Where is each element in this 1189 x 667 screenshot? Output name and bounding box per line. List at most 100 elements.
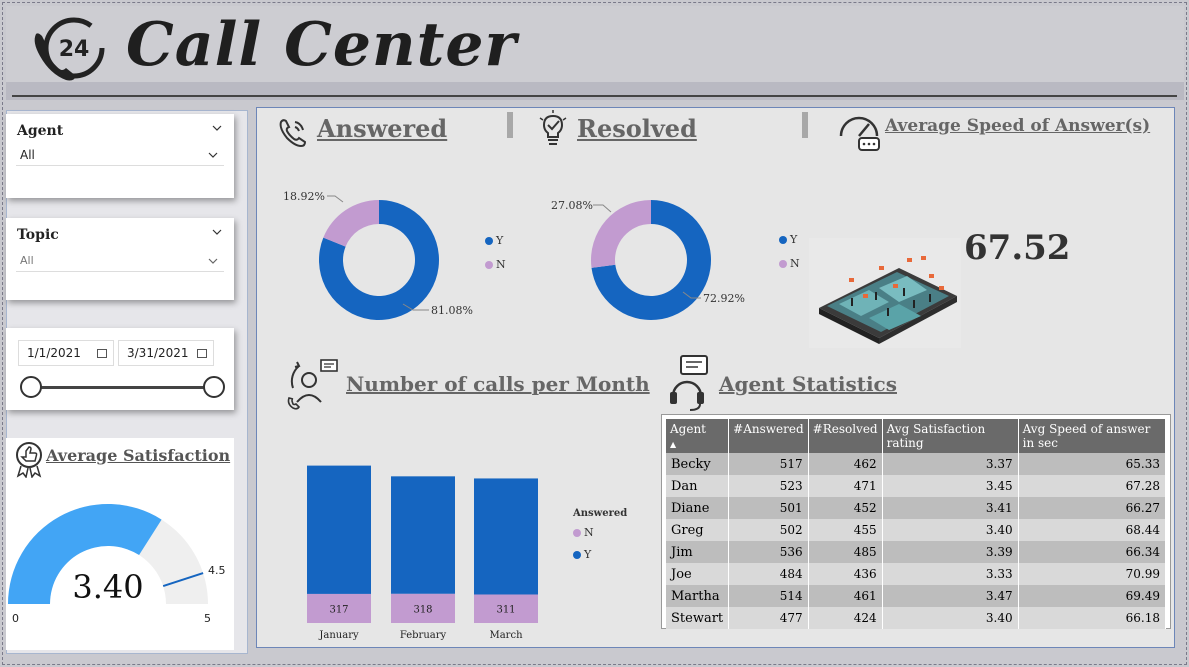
table-row[interactable]: Becky 517 462 3.37 65.33: [666, 453, 1167, 475]
table-cell: 66.34: [1018, 541, 1167, 563]
answered-donut-chart: 81.08% 18.92%: [283, 190, 473, 320]
donut-slice-n[interactable]: [323, 200, 379, 247]
bar-n-february[interactable]: [391, 593, 455, 623]
answered-legend-y[interactable]: Y: [485, 234, 503, 247]
satisfaction-card: Average Satisfaction 3.40 0 5 4.5: [6, 438, 234, 650]
resolved-legend-y[interactable]: Y: [779, 233, 797, 246]
leader-line: [402, 303, 429, 311]
col-agent[interactable]: Agent ▲: [666, 419, 730, 453]
phone-map-illustration: [809, 238, 961, 348]
calendar-icon: [197, 349, 207, 358]
date-range-end-handle[interactable]: [203, 376, 225, 398]
table-row[interactable]: Dan 523 471 3.45 67.28: [666, 475, 1167, 497]
table-header-row: Agent ▲ #Answered #Resolved Avg Satisfact…: [666, 419, 1167, 453]
bar-y-march[interactable]: [474, 478, 538, 595]
table-cell: 536: [728, 541, 809, 563]
bar-value-label: 317: [329, 604, 348, 615]
section-separator: [507, 112, 513, 138]
table-cell: 514: [728, 585, 809, 607]
header-divider: [12, 95, 1177, 97]
resolved-legend-n[interactable]: N: [779, 257, 800, 270]
end-date-value: 3/31/2021: [127, 346, 189, 360]
end-date-input[interactable]: 3/31/2021: [118, 340, 214, 366]
table-cell: 65.33: [1018, 453, 1167, 475]
table-row[interactable]: Stewart 477 424 3.40 66.18: [666, 607, 1167, 629]
date-range-track[interactable]: [31, 386, 221, 389]
table-cell: 484: [728, 563, 809, 585]
month-tick-label: January: [318, 630, 359, 641]
bar-legend-n[interactable]: N: [573, 526, 594, 539]
bar-y-january[interactable]: [307, 465, 371, 594]
donut-value-label: 27.08%: [551, 199, 593, 212]
table-cell: 69.49: [1018, 585, 1167, 607]
gauge-max-label: 5: [204, 612, 211, 625]
agent-name-cell: Jim: [666, 541, 730, 563]
chevron-down-icon: [208, 258, 218, 264]
topic-select[interactable]: All: [16, 250, 224, 272]
col-resolved[interactable]: #Resolved: [808, 419, 883, 453]
date-range-start-handle[interactable]: [20, 376, 42, 398]
legend-label: N: [790, 257, 800, 270]
donut-slice-y[interactable]: [591, 200, 711, 320]
table-row[interactable]: Joe 484 436 3.33 70.99: [666, 563, 1167, 585]
answered-legend-n[interactable]: N: [485, 258, 506, 271]
col-speed[interactable]: Avg Speed of answer in sec: [1018, 419, 1167, 453]
legend-label: N: [496, 258, 506, 271]
header-band: [6, 82, 1184, 100]
agent-name-cell: Greg: [666, 519, 730, 541]
table-cell: 461: [808, 585, 883, 607]
table-cell: 3.45: [882, 475, 1019, 497]
table-cell: 67.28: [1018, 475, 1167, 497]
topic-slicer: Topic All: [6, 218, 234, 300]
sort-ascending-icon: ▲: [670, 440, 677, 449]
topic-slicer-title: Topic: [17, 227, 59, 243]
gauge-target-label: 4.5: [208, 564, 226, 577]
legend-label: Y: [584, 548, 592, 561]
agent-name-cell: Diane: [666, 497, 730, 519]
resolved-donut-chart: 72.92% 27.08%: [551, 199, 745, 320]
table-row[interactable]: Greg 502 455 3.40 68.44: [666, 519, 1167, 541]
agent-select[interactable]: All: [16, 144, 224, 166]
date-slicer: 1/1/2021 3/31/2021: [6, 328, 234, 410]
table-cell: 3.40: [882, 519, 1019, 541]
month-tick-label: March: [489, 630, 523, 641]
bar-n-march[interactable]: [474, 594, 538, 623]
col-satisfaction[interactable]: Avg Satisfaction rating: [882, 419, 1019, 453]
donut-slice-y[interactable]: [319, 200, 439, 320]
headset-chat-icon: [670, 355, 708, 411]
bar-value-label: 318: [413, 604, 432, 615]
legend-dot: [779, 236, 787, 244]
chevron-down-icon[interactable]: [212, 227, 222, 237]
main-panel: Answered Resolved Average Speed of Answe…: [256, 107, 1175, 648]
agent-slicer: Agent All: [6, 114, 234, 198]
start-date-input[interactable]: 1/1/2021: [18, 340, 114, 366]
section-separator: [802, 112, 808, 138]
bar-y-february[interactable]: [391, 476, 455, 594]
table-cell: 3.41: [882, 497, 1019, 519]
table-cell: 3.47: [882, 585, 1019, 607]
gauge-min-label: 0: [12, 612, 19, 625]
bar-legend-y[interactable]: Y: [573, 548, 591, 561]
agent-name-cell: Martha: [666, 585, 730, 607]
donut-slice-n[interactable]: [591, 200, 651, 268]
legend-label: Y: [790, 233, 798, 246]
donut-value-label: 72.92%: [703, 292, 745, 305]
chevron-down-icon[interactable]: [212, 123, 222, 133]
table-cell: 3.37: [882, 453, 1019, 475]
bar-n-january[interactable]: [307, 593, 371, 623]
phone-24-icon: 24: [34, 17, 105, 81]
phone-icon: [279, 119, 307, 148]
table-cell: 462: [808, 453, 883, 475]
app-title: Call Center: [126, 10, 518, 80]
table-row[interactable]: Diane 501 452 3.41 66.27: [666, 497, 1167, 519]
calendar-icon: [97, 349, 107, 358]
table-row[interactable]: Martha 514 461 3.47 69.49: [666, 585, 1167, 607]
topic-select-value: All: [20, 254, 34, 267]
col-answered[interactable]: #Answered: [728, 419, 809, 453]
table-cell: 485: [808, 541, 883, 563]
table-cell: 3.39: [882, 541, 1019, 563]
answered-title: Answered: [317, 114, 448, 143]
table-cell: 424: [808, 607, 883, 629]
table-row[interactable]: Jim 536 485 3.39 66.34: [666, 541, 1167, 563]
